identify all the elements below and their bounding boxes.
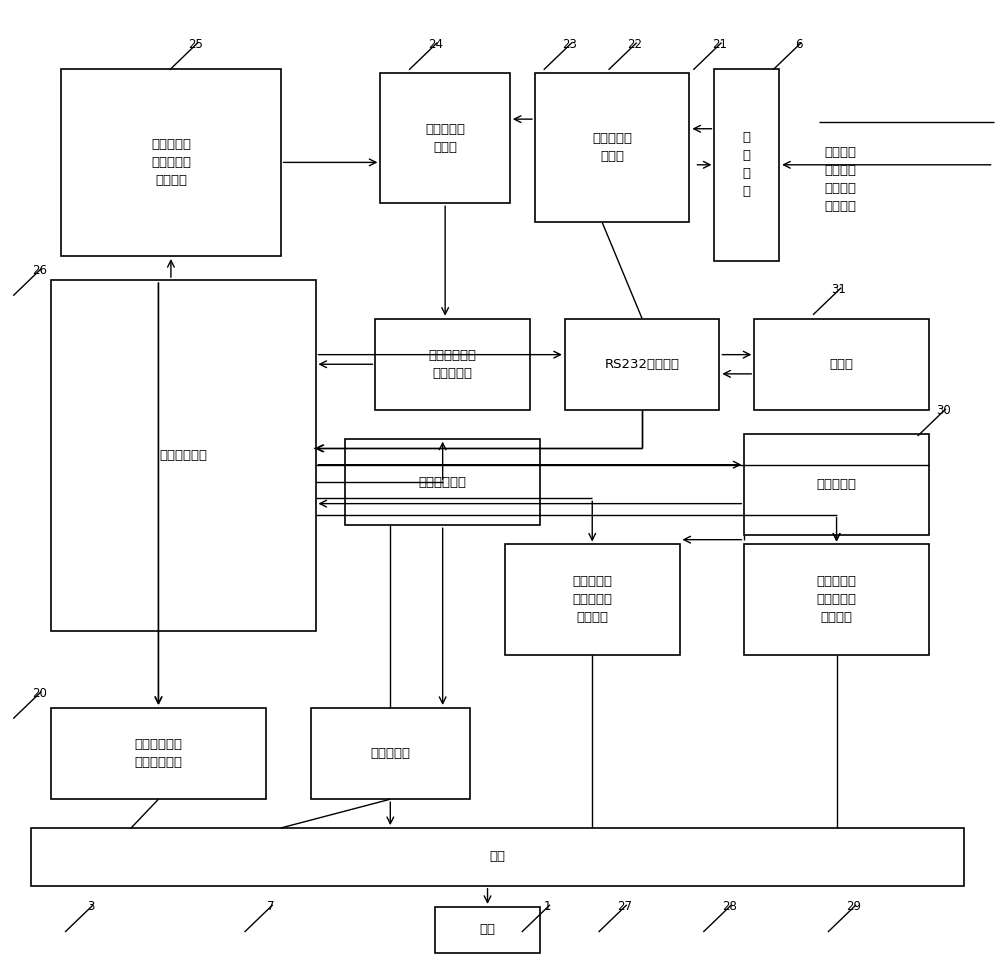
Text: 母板: 母板 (490, 850, 506, 864)
Text: 23: 23 (562, 39, 577, 51)
Text: 标准电能脉冲
误差计算模块: 标准电能脉冲 误差计算模块 (134, 738, 182, 769)
Text: 键盘: 键盘 (480, 924, 496, 936)
Text: 脉冲通道控
制信号电源
隔离电路: 脉冲通道控 制信号电源 隔离电路 (151, 138, 191, 187)
Text: 电压输入卡: 电压输入卡 (370, 747, 410, 760)
Text: RS232通讯电路: RS232通讯电路 (605, 358, 680, 371)
Bar (31, 828, 964, 886)
Text: 脉冲输入保
护电路: 脉冲输入保 护电路 (592, 132, 632, 164)
Text: 28: 28 (722, 900, 737, 913)
Text: 22: 22 (627, 39, 642, 51)
Text: 电流通道切
换控制信号
驱动电路: 电流通道切 换控制信号 驱动电路 (572, 576, 612, 625)
Bar (435, 907, 540, 953)
Text: 21: 21 (712, 39, 727, 51)
Text: 25: 25 (188, 39, 203, 51)
Bar (51, 281, 316, 631)
Bar (744, 434, 929, 535)
Text: 显示驱动电路: 显示驱动电路 (419, 475, 467, 489)
Text: 30: 30 (936, 404, 951, 417)
Text: 7: 7 (267, 900, 274, 913)
Bar (535, 73, 689, 223)
Text: 3: 3 (87, 900, 95, 913)
Bar (380, 73, 510, 203)
Bar (754, 318, 929, 410)
Text: 第二微处理器: 第二微处理器 (159, 449, 207, 462)
Text: 6: 6 (795, 39, 803, 51)
Bar (714, 68, 779, 261)
Text: 29: 29 (847, 900, 862, 913)
Bar (51, 708, 266, 799)
Bar (311, 708, 470, 799)
Bar (61, 68, 281, 256)
Text: 24: 24 (428, 39, 443, 51)
Text: 脉冲电源隔离
及整形电路: 脉冲电源隔离 及整形电路 (429, 349, 477, 380)
Bar (505, 545, 680, 655)
Text: 电压通道切
换控制信号
驱动电路: 电压通道切 换控制信号 驱动电路 (817, 576, 857, 625)
Text: 工控机: 工控机 (830, 358, 854, 371)
Text: 26: 26 (32, 264, 47, 277)
Text: 27: 27 (617, 900, 632, 913)
Text: 输
入
端
子: 输 入 端 子 (743, 131, 751, 199)
Text: 脉冲通道切
换电路: 脉冲通道切 换电路 (425, 122, 465, 154)
Text: 31: 31 (832, 283, 846, 296)
Bar (744, 545, 929, 655)
Bar (375, 318, 530, 410)
Bar (345, 439, 540, 525)
Text: 20: 20 (32, 687, 47, 700)
Text: 1: 1 (544, 900, 552, 913)
Text: 复位控制盒: 复位控制盒 (817, 478, 857, 491)
Bar (565, 318, 719, 410)
Text: 第一至第
十路主副
表有无功
脉冲信号: 第一至第 十路主副 表有无功 脉冲信号 (824, 146, 856, 213)
